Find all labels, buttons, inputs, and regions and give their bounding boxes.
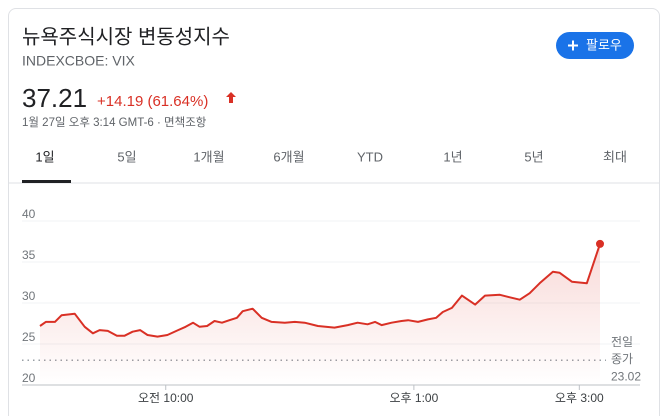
button-bg[interactable] <box>556 32 634 59</box>
follow-button[interactable]: 팔로우 <box>556 32 634 59</box>
y-tick-label: 35 <box>22 248 36 262</box>
ticker: INDEXCBOE: VIX <box>22 53 135 69</box>
tab[interactable]: 1일 <box>35 149 54 164</box>
card <box>8 8 660 416</box>
prior-close-value: 23.02 <box>611 369 641 383</box>
x-tick-label: 오후 1:00 <box>389 391 438 405</box>
tab[interactable]: 5년 <box>524 149 543 164</box>
change: +14.19 (61.64%) <box>97 93 208 110</box>
area <box>40 243 600 385</box>
y-tick-label: 25 <box>22 330 36 344</box>
y-tick-label: 20 <box>22 371 36 385</box>
price-line <box>39 243 601 338</box>
title: 뉴욕주식시장 변동성지수 <box>22 25 230 48</box>
tab[interactable]: 1년 <box>443 149 462 164</box>
active-tab-underline <box>22 180 71 183</box>
tab[interactable]: 5일 <box>117 149 136 164</box>
tab[interactable]: 6개월 <box>273 149 304 164</box>
up-arrow <box>226 92 236 103</box>
tabs: 1일 5일 1개월 6개월 YTD 1년 5년 최대 <box>35 149 627 164</box>
tab[interactable]: 최대 <box>603 149 627 164</box>
plot: 20 25 30 35 40 오전 10:00 오후 1:00 오후 3:00 전일 종가 23.0… <box>22 207 641 405</box>
plus-icon <box>568 40 578 51</box>
x-tick-label: 오전 10:00 <box>138 391 194 405</box>
y-tick-label: 40 <box>22 207 36 221</box>
price: 37.21 <box>22 83 87 113</box>
y-tick-label: 30 <box>22 289 36 303</box>
tab[interactable]: YTD <box>357 149 383 164</box>
last-point <box>596 239 604 248</box>
button-label[interactable]: 팔로우 <box>586 37 622 52</box>
prior-close-label: 전일 종가 <box>611 335 633 366</box>
timestamp: 1월 27일 오후 3:14 GMT-6 · 면책조항 <box>22 115 207 129</box>
x-tick-label: 오후 3:00 <box>555 391 604 405</box>
tab[interactable]: 1개월 <box>193 149 224 164</box>
